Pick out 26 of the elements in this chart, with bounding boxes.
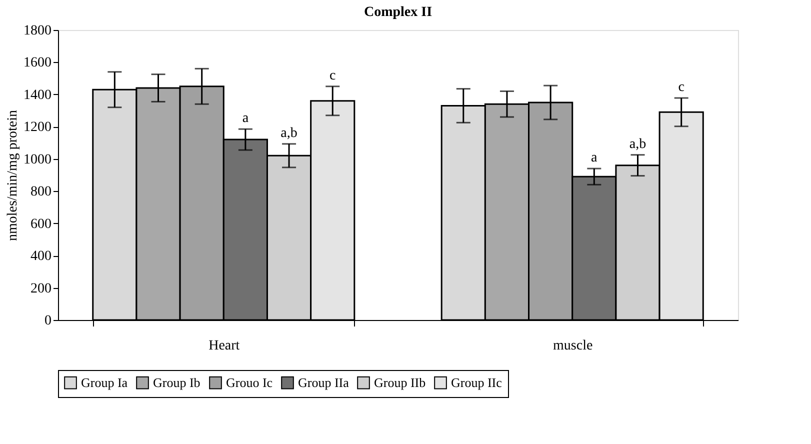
data-label: a,b [629,136,646,152]
legend-label: Group IIa [298,374,350,390]
x-tick-label: muscle [553,338,593,354]
legend-label: Grouo Ic [226,374,273,390]
y-tick-label: 1200 [24,120,52,136]
y-axis-title: nmoles/min/mg protein [6,110,20,242]
y-tick-label: 800 [30,184,52,200]
y-tick-label: 1000 [24,152,52,168]
y-tick-label: 400 [30,249,52,264]
x-tick-label: Heart [208,338,240,354]
y-tick-label: 1600 [24,56,52,71]
data-label: c [330,68,336,84]
legend-label: Group Ib [153,374,200,390]
y-tick-label: 600 [30,216,52,232]
y-tick-label: 0 [44,314,52,328]
chart-title: Complex II [364,5,432,20]
y-tick-label: 1800 [24,24,52,38]
y-tick-label: 1400 [24,88,52,103]
legend-label: Group Ia [81,374,128,390]
data-label: a [591,150,598,166]
legend-label: Group IIb [374,374,426,390]
legend-label: Group IIc [451,374,502,390]
data-label: a,b [280,126,298,141]
y-tick-label: 200 [30,281,52,296]
data-label: a [242,111,250,126]
data-label: c [678,80,684,95]
